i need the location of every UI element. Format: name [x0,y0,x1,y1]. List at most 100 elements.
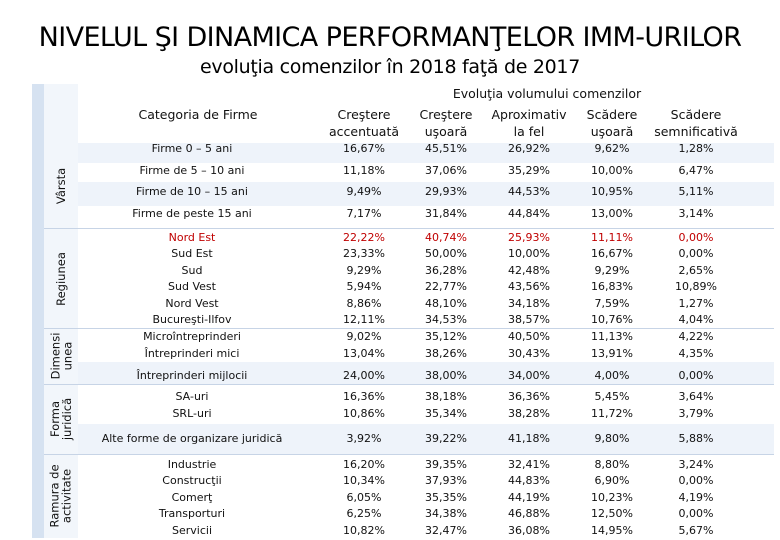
row-label: Nord Est [168,231,216,244]
table-cell: 10,34% [343,474,385,487]
table-cell: 38,26% [425,347,467,360]
row-label: SA-uri [175,390,209,403]
table-cell: 35,34% [425,407,467,420]
row-label: Sud Est [171,247,213,260]
table-cell: 0,00% [678,231,714,244]
row-label: Întreprinderi mici [144,347,240,360]
table-cell: 50,00% [425,247,467,260]
table-cell: 48,10% [425,297,467,310]
table-cell: 10,89% [675,280,717,293]
group-label-regiunea: Regiunea [54,252,68,306]
table-cell: 3,24% [678,458,714,471]
table-cell: 22,22% [343,231,385,244]
table-cell: 25,93% [508,231,550,244]
table-cell: 46,88% [508,507,550,520]
table-cell: 39,35% [425,458,467,471]
table-cell: 34,00% [508,369,550,382]
row-label: SRL-uri [172,407,212,420]
table-cell: 32,41% [508,458,550,471]
table-cell: 22,77% [425,280,467,293]
table-cell: 10,76% [591,313,633,326]
table-cell: 9,02% [346,330,382,343]
table-cell: 35,12% [425,330,467,343]
table-cell: 35,35% [425,491,467,504]
row-label: Firme de 5 – 10 ani [139,164,245,177]
table-cell: 9,29% [346,264,382,277]
table-cell: 38,00% [425,369,467,382]
row-label: Firme 0 – 5 ani [151,142,233,155]
table-cell: 9,29% [594,264,630,277]
table-cell: 10,23% [591,491,633,504]
column-header: Creştere uşoară [419,107,473,139]
group-label-varsta: Vârsta [54,167,69,205]
table-cell: 4,19% [678,491,714,504]
table-cell: 16,67% [343,142,385,155]
row-label: Alte forme de organizare juridică [101,432,283,445]
table-cell: 10,00% [508,247,550,260]
table-cell: 3,92% [346,432,382,445]
column-header: Scădere uşoară [586,107,638,139]
table-cell: 31,84% [425,207,467,220]
table-left-band [32,84,44,538]
table-cell: 13,91% [591,347,633,360]
table-cell: 5,45% [594,390,630,403]
table-cell: 4,22% [678,330,714,343]
group-label-dimensiunea: Dimensi unea [48,332,74,380]
table-cell: 5,94% [346,280,382,293]
table-cell: 0,00% [678,247,714,260]
row-label: Construcţii [162,474,222,487]
table-cell: 9,80% [594,432,630,445]
table-cell: 10,82% [343,524,385,537]
table-cell: 7,59% [594,297,630,310]
row-label: Transporturi [158,507,226,520]
table-cell: 42,48% [508,264,550,277]
table-cell: 12,11% [343,313,385,326]
row-label: Sud [181,264,203,277]
table-cell: 3,14% [678,207,714,220]
table-cell: 35,29% [508,164,550,177]
table-cell: 16,20% [343,458,385,471]
table-cell: 2,65% [678,264,714,277]
row-label: Microîntreprinderi [143,330,241,343]
row-stripe [78,182,774,206]
table-cell: 45,51% [425,142,467,155]
table-cell: 34,38% [425,507,467,520]
table-cell: 44,19% [508,491,550,504]
table-cell: 43,56% [508,280,550,293]
table-cell: 23,33% [343,247,385,260]
table-cell: 7,17% [346,207,382,220]
table-cell: 44,83% [508,474,550,487]
group-label-ramura: Ramura de activitate [48,464,74,528]
table-cell: 37,93% [425,474,467,487]
group-label-forma-juridica: Forma juridică [48,397,74,441]
table-cell: 10,95% [591,185,633,198]
table-cell: 5,67% [678,524,714,537]
column-header: Scădere semnificativă [654,107,738,139]
row-label: Servicii [172,524,212,537]
table-cell: 24,00% [343,369,385,382]
table-cell: 39,22% [425,432,467,445]
row-stripe [78,143,774,163]
table-cell: 10,00% [591,164,633,177]
row-label: Firme de 10 – 15 ani [136,185,248,198]
table-cell: 29,93% [425,185,467,198]
table-cell: 40,74% [425,231,467,244]
table-cell: 34,18% [508,297,550,310]
table-cell: 6,90% [594,474,630,487]
group-separator [44,384,774,385]
page-title: NIVELUL ŞI DINAMICA PERFORMANŢELOR IMM-U… [38,22,742,53]
table-cell: 11,13% [591,330,633,343]
table-cell: 8,80% [594,458,630,471]
table-cell: 4,35% [678,347,714,360]
table-cell: 44,53% [508,185,550,198]
table-cell: 13,00% [591,207,633,220]
table-cell: 26,92% [508,142,550,155]
table-cell: 11,18% [343,164,385,177]
table-cell: 1,28% [678,142,714,155]
table-cell: 30,43% [508,347,550,360]
table-cell: 9,62% [594,142,630,155]
table-cell: 16,83% [591,280,633,293]
table-cell: 0,00% [678,507,714,520]
row-label: Firme de peste 15 ani [132,207,252,220]
table-cell: 36,08% [508,524,550,537]
